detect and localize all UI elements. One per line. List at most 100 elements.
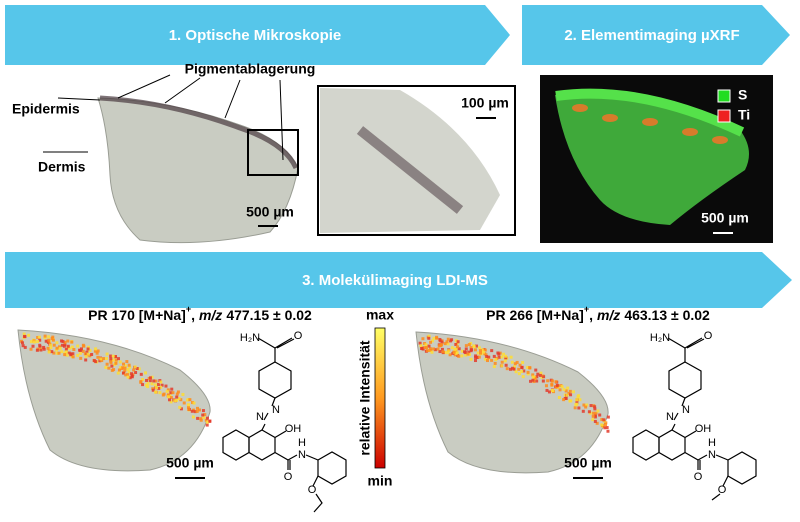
pixel <box>169 400 173 404</box>
pixel <box>587 410 591 414</box>
pixel <box>567 391 571 395</box>
pixel <box>577 394 581 398</box>
pixel <box>418 341 422 345</box>
pixel <box>63 340 67 344</box>
pixel <box>575 401 579 405</box>
arrow <box>5 5 510 65</box>
pixel <box>568 389 572 393</box>
pixel <box>68 346 72 350</box>
pixel <box>161 393 165 397</box>
pixel <box>520 365 524 369</box>
pixel <box>88 354 92 358</box>
pixel <box>450 338 454 342</box>
pixel <box>514 370 518 374</box>
pixel <box>201 409 205 413</box>
pixel <box>66 344 70 348</box>
pixel <box>446 351 450 355</box>
pixel <box>69 352 73 356</box>
pixel <box>565 393 569 397</box>
atom: H <box>298 437 306 449</box>
pixel <box>493 361 497 365</box>
pixel <box>123 366 127 370</box>
pixel <box>453 347 457 351</box>
pixel <box>485 359 489 363</box>
pixel <box>38 343 42 347</box>
pixel <box>604 421 608 425</box>
pixel <box>148 379 152 383</box>
pixel <box>104 365 108 369</box>
pixel <box>130 372 134 376</box>
pixel <box>203 413 207 417</box>
pixel <box>190 409 194 413</box>
pixel <box>191 415 195 419</box>
pixel <box>535 375 539 379</box>
pixel <box>593 415 597 419</box>
pixel <box>181 392 185 396</box>
pixel <box>158 391 162 395</box>
pixel <box>604 423 608 427</box>
pixel <box>487 355 491 359</box>
pixel <box>460 354 464 358</box>
pixel <box>598 413 602 417</box>
pixel <box>531 378 535 382</box>
pixel <box>87 345 91 349</box>
pixel <box>482 350 486 354</box>
pixel <box>20 341 24 345</box>
pixel <box>526 365 530 369</box>
pixel <box>160 383 164 387</box>
pixel <box>145 378 149 382</box>
pixel <box>109 359 113 363</box>
pixel <box>88 348 92 352</box>
pixel <box>515 360 519 364</box>
pixel <box>529 379 533 383</box>
pixel <box>29 347 33 351</box>
pixel <box>116 357 120 361</box>
pixel <box>589 404 593 408</box>
pixel <box>510 360 514 364</box>
pixel <box>429 348 433 352</box>
pixel <box>420 346 424 350</box>
pixel <box>535 379 539 383</box>
xrf-map <box>555 92 749 225</box>
zoom-box <box>247 129 299 176</box>
pixel <box>473 348 477 352</box>
ms-image <box>17 329 212 472</box>
pixel <box>457 347 461 351</box>
atom: O <box>294 330 303 342</box>
pixel <box>550 379 554 383</box>
pixel <box>154 386 158 390</box>
pixel <box>205 423 209 427</box>
pixel <box>483 348 487 352</box>
pixel <box>542 375 546 379</box>
pixel <box>474 359 478 363</box>
ti-spot <box>712 136 728 144</box>
scale-label: 100 µm <box>461 95 509 111</box>
pixel <box>500 364 504 368</box>
pixel <box>101 357 105 361</box>
pixel <box>90 352 94 356</box>
pixel <box>23 345 27 349</box>
pixel <box>168 398 172 402</box>
pixel <box>464 347 468 351</box>
pixel <box>151 387 155 391</box>
pixel <box>76 353 80 357</box>
pixel <box>32 340 36 344</box>
pixel <box>114 361 118 365</box>
pixel <box>201 413 205 417</box>
pixel <box>95 351 99 355</box>
pixel <box>166 395 170 399</box>
pointer <box>57 97 101 101</box>
pixel <box>566 386 570 390</box>
pixel <box>132 368 136 372</box>
pixel <box>446 342 450 346</box>
pixel <box>49 343 53 347</box>
pixel <box>66 339 70 343</box>
pixel <box>562 387 566 391</box>
pixel <box>477 355 481 359</box>
pixel <box>22 332 26 336</box>
label: Epidermis <box>12 101 80 117</box>
pixel <box>531 373 535 377</box>
pixel <box>99 357 103 361</box>
pixel <box>105 352 109 356</box>
pixel <box>490 349 494 353</box>
